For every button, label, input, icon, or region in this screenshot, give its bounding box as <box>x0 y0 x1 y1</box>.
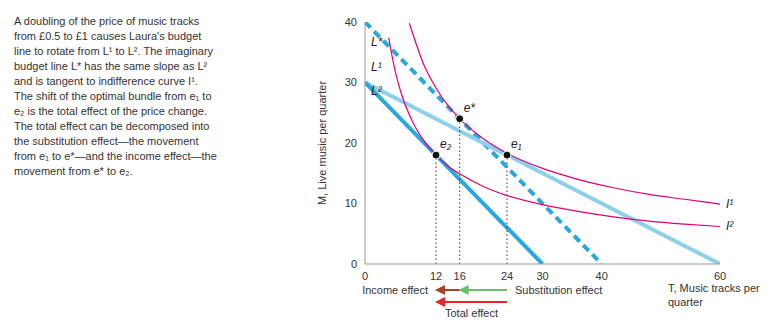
svg-text:40: 40 <box>345 16 357 28</box>
svg-text:I²: I² <box>726 219 734 233</box>
svg-text:30: 30 <box>536 270 548 282</box>
svg-text:16: 16 <box>454 270 466 282</box>
svg-text:L²: L² <box>371 84 383 98</box>
svg-text:Total effect: Total effect <box>445 307 498 319</box>
svg-text:30: 30 <box>345 76 357 88</box>
svg-text:12: 12 <box>430 270 442 282</box>
svg-text:20: 20 <box>345 137 357 149</box>
svg-text:e₂: e₂ <box>440 137 452 151</box>
svg-text:I¹: I¹ <box>726 197 733 211</box>
svg-text:60: 60 <box>714 270 726 282</box>
svg-text:10: 10 <box>345 197 357 209</box>
svg-text:Substitution effect: Substitution effect <box>515 284 602 296</box>
svg-text:L*: L* <box>371 35 383 49</box>
html-text:T, Music tracks per quarter: T, Music tracks per quarter <box>668 282 760 308</box>
svg-text:24: 24 <box>501 270 513 282</box>
svg-text:0: 0 <box>351 258 357 270</box>
svg-text:0: 0 <box>362 270 368 282</box>
svg-text:L¹: L¹ <box>371 60 382 74</box>
svg-text:e₁: e₁ <box>511 137 522 151</box>
html-text:A doubling of the price of mus: A doubling of the price of music tracks … <box>14 15 217 177</box>
svg-text:e*: e* <box>464 101 476 115</box>
svg-text:40: 40 <box>596 270 608 282</box>
svg-text:Income effect: Income effect <box>362 284 428 296</box>
svg-text:M, Live music per quarter: M, Live music per quarter <box>316 81 328 205</box>
